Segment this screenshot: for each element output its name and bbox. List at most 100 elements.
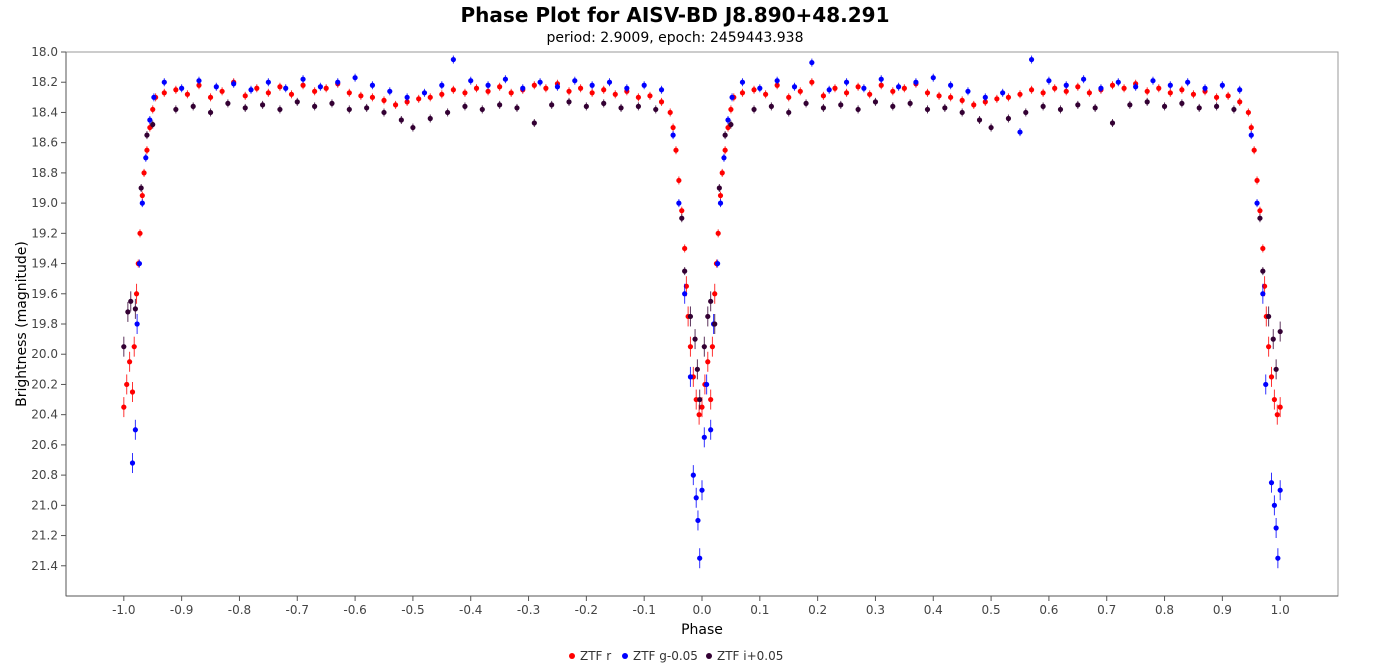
data-point-ztf-i bbox=[687, 313, 694, 320]
data-point-ztf-g bbox=[129, 460, 136, 466]
data-point-ztf-r bbox=[566, 88, 572, 94]
data-point-ztf-r bbox=[1075, 84, 1081, 90]
data-point-ztf-i bbox=[462, 103, 468, 109]
data-point-ztf-g bbox=[1046, 78, 1052, 84]
legend: ZTF r ZTF g-0.05 ZTF i+0.05 bbox=[569, 649, 783, 663]
data-point-ztf-r bbox=[682, 245, 688, 252]
data-point-ztf-g bbox=[1271, 502, 1277, 508]
x-tick-label: 0.9 bbox=[1213, 603, 1232, 617]
legend-entry: ZTF g-0.05 bbox=[633, 649, 698, 663]
data-point-ztf-i bbox=[128, 298, 134, 304]
data-point-ztf-i bbox=[679, 215, 685, 221]
data-point-ztf-r bbox=[855, 84, 861, 90]
data-point-ztf-r bbox=[1257, 208, 1263, 214]
y-tick-label: 19.6 bbox=[31, 287, 58, 301]
data-point-ztf-i bbox=[1273, 366, 1279, 372]
chart-title: Phase Plot for AISV-BD J8.890+48.291 bbox=[461, 3, 890, 27]
data-point-ztf-r bbox=[184, 91, 191, 97]
data-point-ztf-r bbox=[543, 85, 549, 91]
data-point-ztf-g bbox=[1017, 129, 1023, 135]
data-point-ztf-g bbox=[1248, 132, 1254, 138]
data-point-ztf-r bbox=[658, 99, 665, 105]
data-point-ztf-i bbox=[1266, 313, 1272, 320]
data-point-ztf-r bbox=[1121, 85, 1127, 91]
y-tick-label: 21.0 bbox=[31, 498, 58, 512]
data-point-ztf-r bbox=[473, 85, 480, 91]
data-point-ztf-g bbox=[300, 76, 306, 82]
data-point-ztf-r bbox=[404, 99, 410, 105]
data-point-ztf-i bbox=[190, 103, 196, 109]
data-point-ztf-r bbox=[673, 147, 679, 153]
data-point-ztf-i bbox=[722, 132, 728, 138]
data-point-ztf-i bbox=[976, 117, 983, 123]
data-point-ztf-g bbox=[826, 87, 832, 93]
data-point-ztf-i bbox=[705, 313, 711, 320]
data-point-ztf-g bbox=[1237, 87, 1243, 93]
x-tick-label: 0.6 bbox=[1039, 603, 1058, 617]
data-point-ztf-r bbox=[994, 96, 1000, 102]
data-point-ztf-r bbox=[358, 93, 364, 99]
data-point-ztf-g bbox=[151, 94, 157, 100]
data-point-ztf-i bbox=[1005, 115, 1012, 122]
data-point-ztf-g bbox=[1098, 85, 1104, 91]
data-point-ztf-i bbox=[1023, 109, 1029, 116]
data-point-ztf-g bbox=[982, 94, 988, 100]
data-point-ztf-r bbox=[1167, 90, 1173, 96]
data-point-ztf-g bbox=[231, 81, 237, 87]
data-point-ztf-g bbox=[725, 117, 731, 123]
data-point-ztf-r bbox=[705, 359, 711, 365]
data-point-ztf-i bbox=[1196, 105, 1202, 111]
data-point-ztf-r bbox=[1254, 177, 1260, 184]
data-point-ztf-i bbox=[694, 366, 700, 372]
data-point-ztf-g bbox=[485, 82, 491, 88]
data-point-ztf-g bbox=[1063, 82, 1069, 88]
data-point-ztf-i bbox=[125, 309, 131, 315]
data-point-ztf-g bbox=[520, 85, 526, 91]
data-point-ztf-i bbox=[144, 132, 150, 138]
data-point-ztf-r bbox=[1225, 93, 1231, 99]
data-point-ztf-i bbox=[601, 100, 607, 106]
data-point-ztf-i bbox=[277, 106, 283, 113]
data-point-ztf-r bbox=[1040, 90, 1046, 96]
y-tick-label: 18.2 bbox=[31, 75, 58, 89]
data-point-ztf-i bbox=[1057, 106, 1064, 113]
data-point-ztf-i bbox=[924, 106, 931, 113]
data-point-ztf-i bbox=[132, 306, 138, 312]
plot-area bbox=[65, 51, 1339, 597]
data-point-ztf-i bbox=[121, 344, 127, 350]
x-tick-label: -0.3 bbox=[517, 603, 540, 617]
data-point-ztf-r bbox=[820, 93, 827, 99]
data-point-ztf-g bbox=[1028, 56, 1035, 63]
x-tick-label: -0.6 bbox=[343, 603, 366, 617]
data-point-ztf-g bbox=[537, 79, 543, 85]
x-axis-label: Phase bbox=[681, 622, 723, 638]
data-point-ztf-i bbox=[768, 103, 774, 109]
data-point-ztf-r bbox=[612, 91, 618, 97]
data-point-ztf-g bbox=[1277, 487, 1283, 493]
data-point-ztf-g bbox=[1000, 90, 1006, 96]
data-point-ztf-g bbox=[606, 79, 613, 85]
data-point-ztf-g bbox=[147, 117, 153, 123]
data-point-ztf-r bbox=[676, 177, 682, 184]
data-point-ztf-g bbox=[757, 85, 763, 91]
data-points bbox=[121, 55, 1283, 569]
data-point-ztf-g bbox=[572, 78, 578, 84]
data-point-ztf-g bbox=[1133, 84, 1139, 90]
y-tick-label: 19.4 bbox=[31, 257, 58, 271]
x-tick-label: -0.1 bbox=[632, 603, 655, 617]
data-point-ztf-g bbox=[143, 155, 149, 161]
x-tick-label: 1.0 bbox=[1271, 603, 1290, 617]
x-axis-ticks: -1.0 -0.9 -0.8 -0.7 -0.6 -0.5 -0.4 -0.3 -0.2 -0.1… bbox=[112, 596, 1290, 617]
data-point-ztf-g bbox=[930, 75, 936, 81]
data-point-ztf-r bbox=[959, 97, 965, 103]
data-point-ztf-r bbox=[131, 344, 137, 350]
data-point-ztf-r bbox=[416, 96, 422, 102]
data-point-ztf-r bbox=[254, 85, 260, 91]
data-point-ztf-r bbox=[141, 170, 147, 176]
data-point-ztf-i bbox=[1127, 102, 1133, 108]
data-point-ztf-r bbox=[715, 230, 721, 236]
legend-marker bbox=[706, 653, 712, 659]
y-tick-label: 20.6 bbox=[31, 438, 58, 452]
data-point-ztf-g bbox=[134, 321, 140, 327]
x-tick-label: 0.8 bbox=[1155, 603, 1174, 617]
